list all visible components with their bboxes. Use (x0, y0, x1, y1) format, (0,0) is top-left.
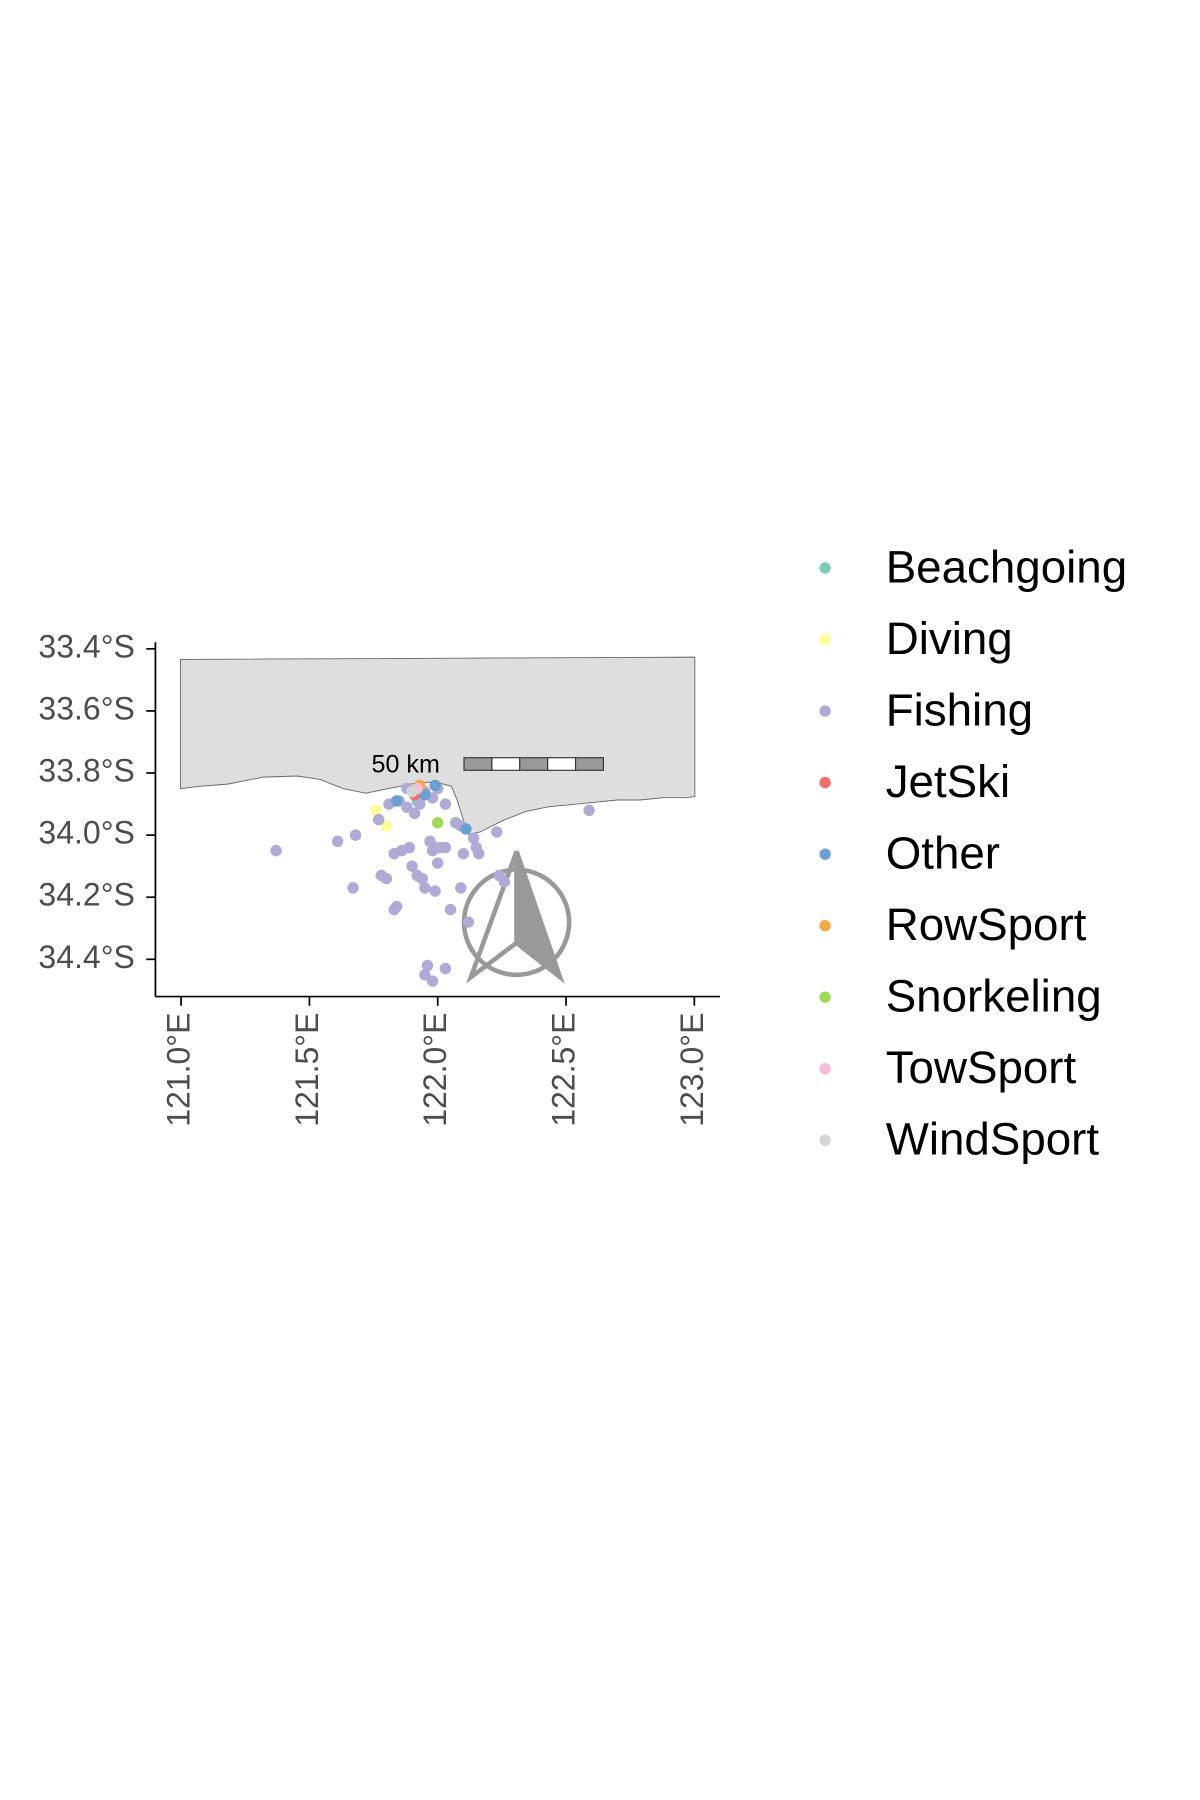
point (439, 841, 452, 854)
point (270, 844, 282, 857)
point (406, 860, 418, 872)
y-tick-label: 33.8°S (38, 752, 134, 788)
point (370, 804, 382, 816)
point (429, 779, 441, 792)
legend-swatch (819, 705, 831, 717)
point (419, 969, 431, 981)
x-tick-label: 121.0°E (161, 1013, 197, 1127)
point (491, 826, 503, 838)
legend-swatch (819, 848, 831, 860)
y-tick-label: 33.4°S (38, 628, 134, 664)
point (347, 882, 359, 894)
point (432, 857, 444, 869)
point (467, 832, 480, 844)
legend-label: Diving (886, 613, 1013, 664)
x-tick-label: 123.0°E (674, 1013, 710, 1127)
point (498, 875, 511, 888)
point (444, 903, 457, 916)
legend-swatch (819, 776, 831, 789)
point (331, 835, 344, 848)
land (180, 656, 696, 835)
north-arrow (461, 850, 572, 984)
point (372, 813, 385, 826)
point (439, 962, 452, 975)
x-tick-label: 121.5°E (289, 1013, 325, 1127)
point (390, 795, 403, 807)
point (419, 882, 431, 894)
point (460, 823, 472, 835)
point (380, 820, 393, 832)
legend-label: Other (886, 828, 1000, 879)
legend-swatch (819, 633, 831, 646)
point (419, 789, 431, 801)
legend-swatch (819, 1134, 831, 1147)
scale-bar (463, 757, 605, 771)
point (403, 841, 416, 854)
point (439, 798, 452, 810)
point (421, 959, 434, 972)
point (432, 816, 444, 829)
scale-bar-label: 50 km (372, 750, 440, 778)
point (457, 848, 470, 860)
y-tick-label: 34.4°S (38, 939, 134, 975)
point (455, 882, 467, 894)
legend-label: JetSki (886, 756, 1010, 807)
point (583, 804, 595, 816)
y-tick-label: 33.6°S (38, 690, 134, 726)
point (429, 885, 441, 897)
legend-swatch (819, 920, 831, 932)
point (349, 829, 362, 841)
point (414, 798, 426, 810)
legend-label: Fishing (886, 684, 1033, 735)
legend-swatch (819, 1063, 831, 1075)
y-tick-label: 34.2°S (38, 877, 134, 913)
legend-label: Beachgoing (886, 541, 1127, 592)
legend-swatch (819, 991, 831, 1003)
legend-label: WindSport (886, 1114, 1100, 1165)
legend-swatch (819, 562, 831, 574)
point (380, 872, 393, 885)
point (401, 801, 413, 813)
x-tick-label: 122.5°E (545, 1013, 581, 1127)
legend-label: TowSport (886, 1042, 1077, 1093)
point (406, 785, 418, 798)
y-tick-label: 34.0°S (38, 815, 134, 851)
point (416, 872, 429, 885)
point (462, 916, 475, 928)
point (390, 900, 403, 913)
legend-label: Snorkeling (886, 971, 1102, 1022)
point (408, 807, 421, 820)
point (426, 975, 439, 987)
x-tick-label: 122.0°E (417, 1013, 453, 1127)
legend-label: RowSport (886, 899, 1087, 950)
point (470, 841, 482, 854)
